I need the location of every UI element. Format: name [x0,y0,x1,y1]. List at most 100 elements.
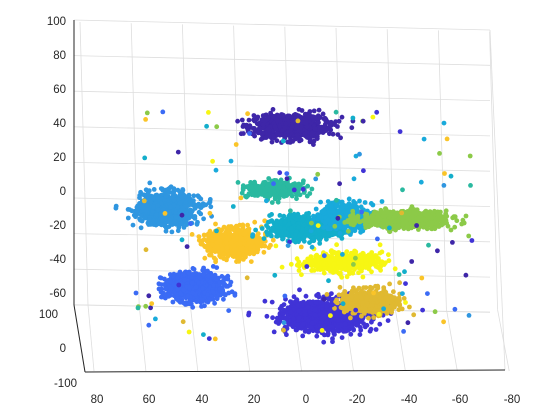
data-point [156,207,161,213]
data-point [270,114,276,120]
data-point [377,242,383,248]
data-point [229,240,234,246]
data-point [148,222,154,227]
data-point [137,216,143,222]
x-grid-line [438,30,447,310]
data-point [251,180,257,185]
data-point [352,267,357,272]
data-point [342,220,348,225]
data-point [243,229,248,235]
data-point [320,208,326,214]
data-point [268,218,274,224]
floor-grid-line [394,308,406,372]
data-point [291,211,297,217]
data-point [323,128,329,134]
data-point [165,187,171,193]
data-point [278,177,284,183]
data-point [346,196,352,202]
data-point [299,272,304,278]
data-point [213,221,218,227]
data-point [307,109,313,114]
data-point [211,255,217,261]
data-point [133,214,138,220]
data-point [183,219,189,225]
data-point [334,242,339,248]
data-point [314,263,320,269]
data-point [198,211,204,217]
data-point [337,231,343,236]
data-point [311,108,317,114]
data-point [309,238,315,244]
data-point [327,267,333,273]
data-point [320,111,326,117]
data-point [304,225,310,231]
data-point [207,210,213,216]
data-point [296,268,302,273]
data-point [272,124,278,130]
z-grid-line [73,19,491,31]
data-point [439,222,444,228]
data-point [254,236,260,242]
x-grid-line [284,26,294,308]
data-point [173,209,179,215]
data-point [113,205,119,211]
data-point [308,228,314,234]
data-point [275,199,281,205]
data-point [253,227,258,233]
floor-grid-line [190,306,199,372]
data-point [288,261,294,267]
data-point [300,180,306,186]
data-point [289,225,294,231]
data-point [379,199,385,204]
data-point [150,209,156,215]
data-point [296,259,302,265]
data-point [201,237,207,242]
data-point [262,243,268,249]
data-point [269,139,275,145]
data-point [155,195,161,200]
data-point [159,222,164,228]
data-point [224,245,230,251]
data-point [187,199,193,205]
data-point [270,133,276,139]
data-point [239,117,245,123]
data-point [293,232,298,238]
data-point [327,131,332,137]
data-point [339,114,345,120]
data-point [341,262,347,268]
data-point [445,223,451,229]
data-point [276,195,282,201]
data-point [208,231,214,237]
data-point [311,142,316,148]
data-point [349,125,355,131]
data-point [316,107,322,113]
data-point [279,189,285,195]
data-point [363,265,369,270]
data-point [381,262,387,267]
data-point [220,246,225,252]
data-point [450,215,456,221]
data-point [311,213,316,219]
z-grid-line [73,162,491,172]
x-grid-line [386,29,396,309]
data-point [309,186,315,192]
data-point [299,108,305,113]
floor-grid-line [241,306,251,372]
data-point [284,230,289,236]
data-point [306,214,312,220]
data-point [301,234,307,240]
data-point [265,116,271,122]
data-point [283,121,289,127]
data-point [278,132,284,138]
data-point [233,237,238,243]
data-point [304,124,310,130]
data-point [268,110,273,116]
data-point [309,131,315,136]
data-point [363,225,369,230]
data-point [201,232,207,238]
data-point [432,226,438,232]
data-point [317,213,322,219]
data-point [198,196,204,202]
data-point [259,117,265,123]
data-point [277,213,283,218]
